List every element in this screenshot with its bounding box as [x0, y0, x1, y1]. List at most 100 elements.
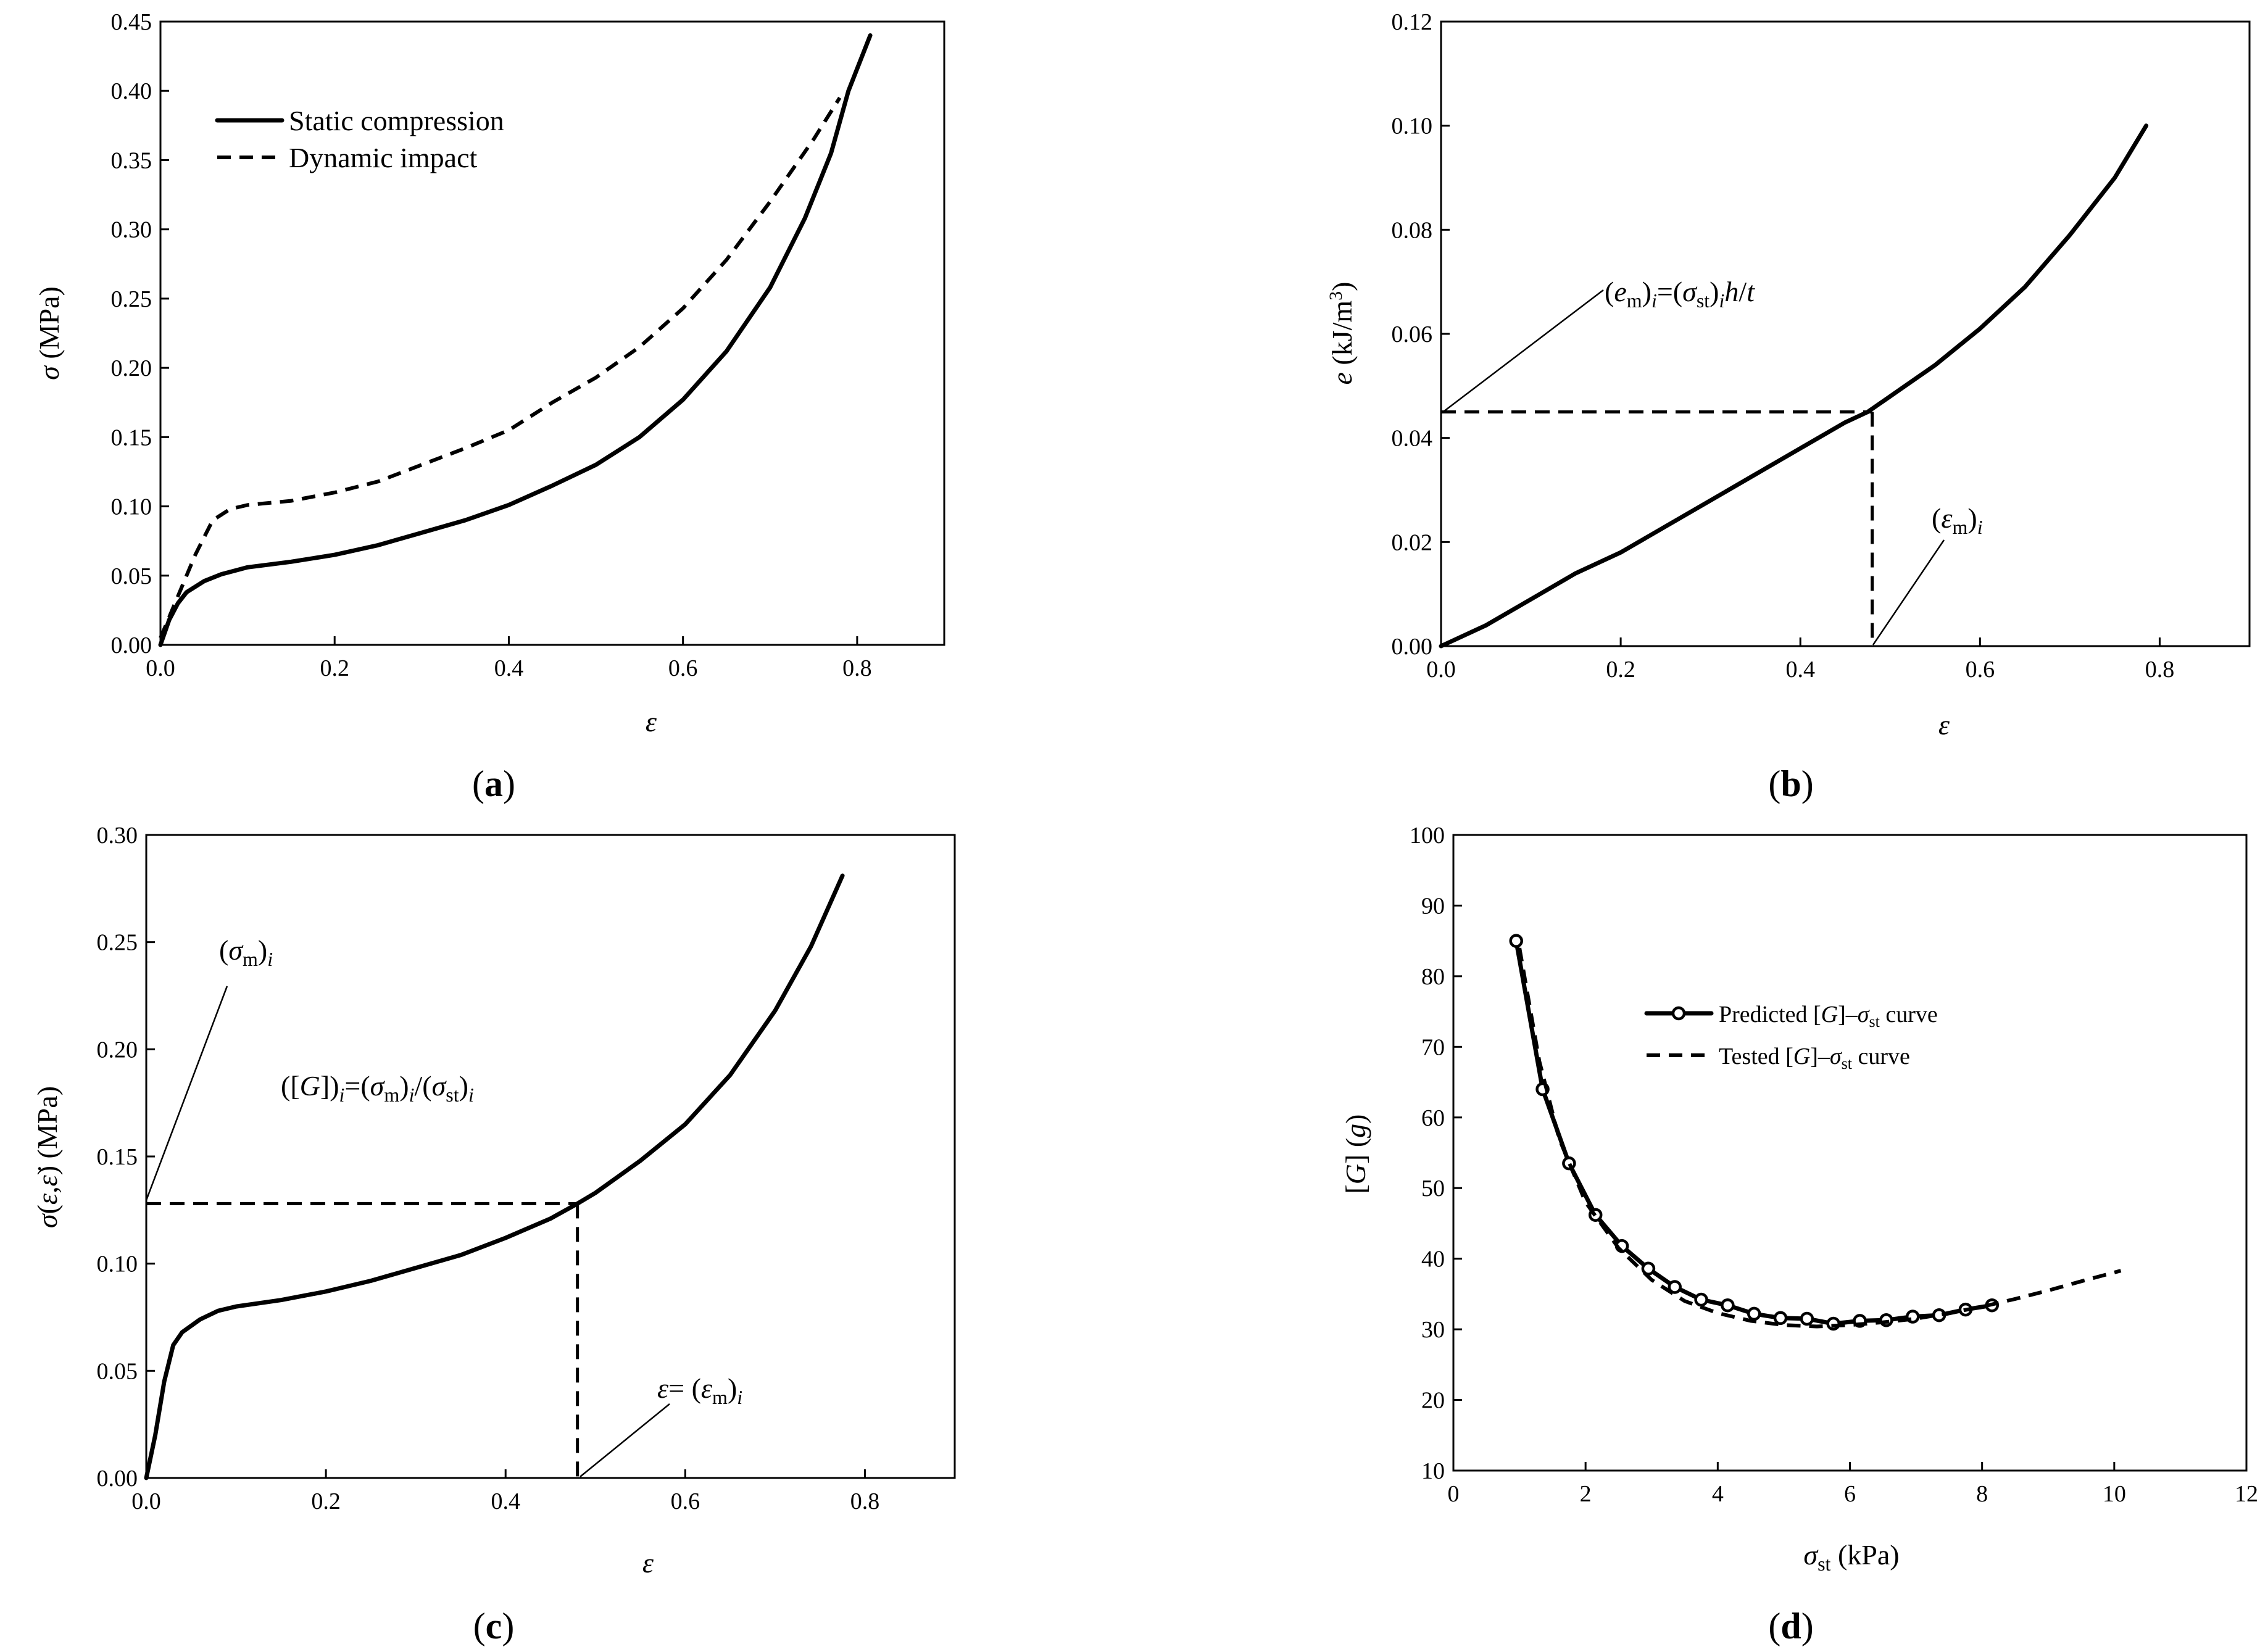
leader-line-eps-eq [580, 1403, 670, 1477]
y-tick-label: 0.25 [97, 930, 138, 956]
y-tick-label: 0.40 [111, 78, 152, 104]
y-tick-label: 0.10 [111, 494, 152, 520]
x-tick-label: 0.6 [1966, 657, 1995, 683]
x-tick-label: 0.6 [668, 655, 698, 681]
plot-frame-c [145, 834, 956, 1479]
y-axis-title-c: σ(ε,ε̇) (MPa) [31, 1086, 63, 1228]
series-line-d-1 [1518, 947, 2122, 1329]
data-point-marker [1694, 1292, 1708, 1307]
x-tick-label: 0.4 [494, 655, 524, 681]
x-axis-title-d: σst (kPa) [1803, 1539, 1899, 1575]
panel-label-c: (c) [473, 1606, 515, 1646]
x-tick-label: 0.0 [1426, 657, 1456, 683]
legend-label-static: Static compression [289, 105, 504, 136]
ticks-a: 0.0 0.2 0.4 0.6 0.8 0.00 0.05 0.10 0.15 0.20 0.25 0… [111, 9, 872, 681]
x-tick-label: 0.0 [131, 1488, 161, 1514]
x-tick-label: 6 [1844, 1481, 1856, 1507]
y-tick-label: 0.06 [1392, 322, 1433, 347]
series-d [1509, 934, 2122, 1331]
x-tick-label: 2 [1580, 1481, 1592, 1507]
ticks-c: 0.0 0.2 0.4 0.6 0.8 0.00 0.05 0.10 0.15 0.20 0.25 0… [97, 823, 880, 1514]
data-point-marker [1747, 1306, 1761, 1321]
legend-label-tested: Tested [G]–σst curve [1719, 1044, 1910, 1073]
y-tick-label: 50 [1421, 1176, 1445, 1202]
leader-line-em [1440, 289, 1604, 414]
panel-a: 0.0 0.2 0.4 0.6 0.8 0.00 0.05 0.10 0.15 0.20 0.25 0… [33, 9, 945, 804]
x-tick-label: 8 [1976, 1481, 1988, 1507]
data-point-marker [1721, 1298, 1735, 1313]
y-tick-label: 10 [1421, 1458, 1445, 1484]
y-tick-label: 0.10 [97, 1251, 138, 1277]
ticks-b: 0.0 0.2 0.4 0.6 0.8 0.00 0.02 0.04 0.06 0.08 0.10 0… [1392, 9, 2175, 683]
y-tick-label: 80 [1421, 964, 1445, 990]
y-tick-label: 0.10 [1392, 114, 1433, 139]
panel-d: 0 2 4 6 8 10 12 10 20 30 40 50 60 70 80 90 100 Predicted… [1340, 823, 2258, 1646]
annotation-epsm: (εm)i [1932, 502, 1983, 538]
y-tick-label: 0.20 [111, 355, 152, 381]
y-tick-label: 20 [1421, 1388, 1445, 1414]
panel-c: 0.0 0.2 0.4 0.6 0.8 0.00 0.05 0.10 0.15 0.20 0.25 0… [31, 823, 956, 1646]
series-c [144, 873, 845, 1480]
legend-d: Predicted [G]–σst curve Tested [G]–σst c… [1644, 1002, 1938, 1073]
plot-frame-d [1452, 834, 2248, 1472]
guides-b [1441, 410, 1874, 646]
series-line-c-0 [144, 873, 845, 1480]
x-tick-label: 0 [1448, 1481, 1460, 1507]
x-tick-label: 0.8 [842, 655, 872, 681]
data-point-marker [1773, 1311, 1788, 1326]
panel-label-b: (b) [1768, 763, 1813, 804]
x-tick-label: 0.2 [320, 655, 349, 681]
data-point-marker [1800, 1311, 1814, 1326]
series-line-d-0 [1514, 939, 1995, 1326]
data-point-marker [1509, 934, 1523, 948]
y-axis-title-a: σ (MPa) [33, 286, 65, 380]
y-tick-label: 0.00 [97, 1466, 138, 1492]
x-tick-label: 0.4 [491, 1488, 520, 1514]
annotation-g-equation: ([G])i=(σm)i/(σst)i [281, 1070, 474, 1106]
x-tick-label: 0.8 [850, 1488, 880, 1514]
panel-b: 0.0 0.2 0.4 0.6 0.8 0.00 0.02 0.04 0.06 0.08 0.10 0… [1326, 9, 2251, 804]
annotation-em-equation: (em)i=(σst)ih/t [1605, 276, 1755, 312]
legend-label-dynamic: Dynamic impact [289, 142, 478, 173]
y-tick-label: 0.00 [1392, 634, 1433, 660]
x-axis-title-b: ε [1938, 709, 1950, 741]
x-tick-label: 0.6 [671, 1488, 700, 1514]
y-tick-label: 0.25 [111, 286, 152, 312]
series-a [158, 33, 873, 647]
series-line-b-0 [1439, 123, 2149, 649]
y-tick-label: 0.02 [1392, 529, 1433, 555]
y-tick-label: 30 [1421, 1317, 1445, 1343]
x-axis-title-a: ε [646, 706, 657, 737]
y-tick-label: 90 [1421, 893, 1445, 919]
y-tick-label: 0.45 [111, 9, 152, 35]
y-tick-label: 0.05 [97, 1358, 138, 1384]
plot-frame-a [159, 20, 945, 646]
y-tick-label: 0.30 [111, 217, 152, 243]
y-axis-title-b: e (kJ/m3) [1326, 281, 1358, 384]
y-tick-label: 0.05 [111, 563, 152, 589]
plot-frame-b [1440, 20, 2251, 647]
x-tick-label: 10 [2103, 1481, 2126, 1507]
panel-label-d: (d) [1768, 1606, 1813, 1646]
x-tick-label: 0.8 [2145, 657, 2175, 683]
x-tick-label: 4 [1712, 1481, 1724, 1507]
y-tick-label: 0.04 [1392, 426, 1433, 452]
leader-line-epsm [1872, 539, 1945, 645]
data-point-marker [1668, 1280, 1682, 1294]
x-tick-label: 0.4 [1785, 657, 1815, 683]
y-axis-title-d: [G] (g) [1340, 1114, 1371, 1193]
y-tick-label: 0.12 [1392, 9, 1433, 35]
y-tick-label: 70 [1421, 1034, 1445, 1060]
y-tick-label: 0.15 [111, 425, 152, 450]
annotation-eps-equation: ε= (εm)i [657, 1372, 742, 1408]
y-tick-label: 0.20 [97, 1037, 138, 1063]
legend-label-predicted: Predicted [G]–σst curve [1719, 1002, 1938, 1031]
y-tick-label: 0.08 [1392, 217, 1433, 243]
x-tick-label: 0.2 [1606, 657, 1635, 683]
y-tick-label: 40 [1421, 1247, 1445, 1272]
x-tick-label: 0.0 [146, 655, 175, 681]
panel-label-a: (a) [472, 763, 515, 804]
ticks-d: 0 2 4 6 8 10 12 10 20 30 40 50 60 70 80 90 100 [1410, 823, 2258, 1507]
y-tick-label: 0.30 [97, 823, 138, 849]
x-axis-title-c: ε [642, 1547, 654, 1579]
